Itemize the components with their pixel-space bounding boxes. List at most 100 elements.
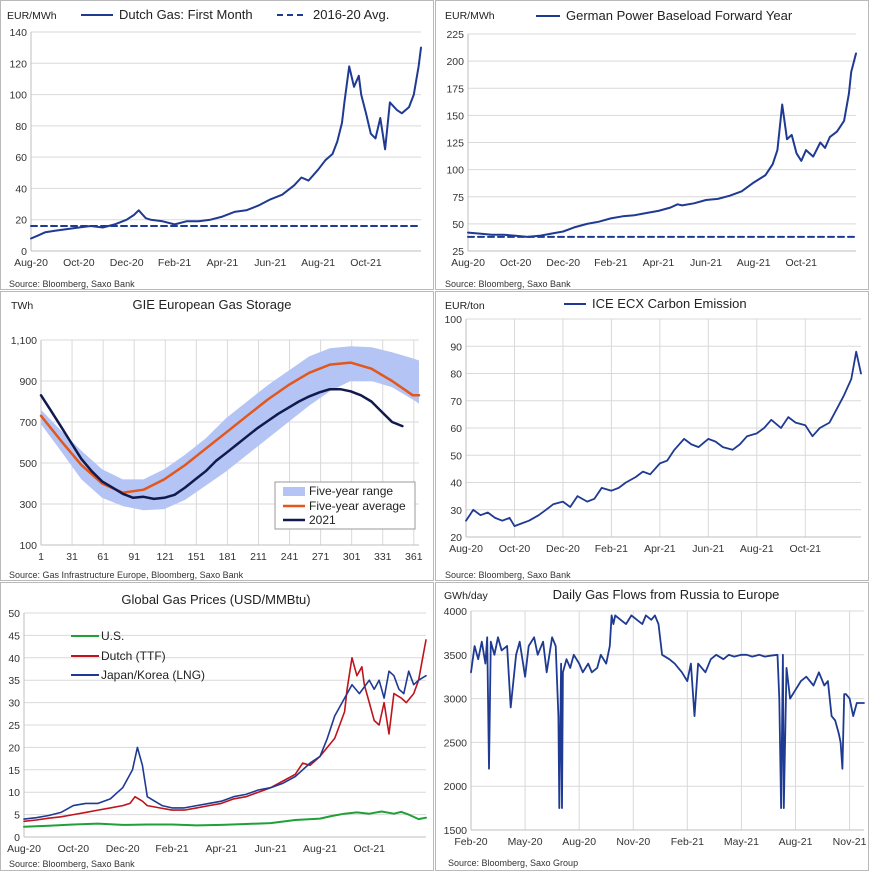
x-tick-label: Nov-21 [833,836,867,848]
y-tick-label: 30 [450,505,462,517]
y-tick-label: 10 [8,787,20,799]
series-line [470,614,865,809]
y-tick-label: 100 [19,540,37,552]
series-line [39,361,421,494]
series-line [30,46,422,240]
y-tick-label: 0 [21,246,27,258]
legend-label-avg: 2016-20 Avg. [313,7,389,22]
series-line [23,670,427,820]
y-tick-label: 100 [9,90,27,102]
y-tick-label: 80 [15,121,27,133]
y-tick-label: 90 [450,341,462,353]
x-tick-label: Aug-21 [779,836,813,848]
x-tick-label: Feb-21 [158,257,191,269]
y-tick-label: 20 [8,742,20,754]
y-tick-label: 3500 [444,650,468,662]
x-tick-label: 211 [250,551,267,563]
y-tick-label: 20 [450,532,462,544]
y-tick-label: 300 [19,499,37,511]
x-tick-label: 91 [128,551,140,563]
chart-carbon: 20 30 40 50 60 70 80 90 100 Aug-20 Oct-20 Dec-20 Feb… [444,296,862,580]
y-unit-label: TWh [11,300,33,312]
x-tick-label: May-20 [508,836,543,848]
legend-label-carbon: ICE ECX Carbon Emission [592,296,747,311]
source-note: Source: Gas Infrastructure Europe, Bloom… [9,570,244,580]
x-tick-label: May-21 [724,836,759,848]
y-tick-label: 30 [8,698,20,710]
y-unit-label: EUR/MWh [7,10,57,22]
x-tick-label: 271 [312,551,330,563]
y-tick-label: 50 [8,608,20,620]
y-tick-label: 100 [444,314,462,326]
y-tick-label: 125 [446,138,464,150]
chart-russia-flows: 1500 2000 2500 3000 3500 4000 Feb-20 May-20 Aug-… [444,587,867,868]
panel-carbon: 20 30 40 50 60 70 80 90 100 Aug-20 Oct-20 Dec-20 Feb… [435,291,869,581]
panel-dutch-gas: 0 20 40 60 80 100 120 140 Aug-20 Oct-20 Dec-20 Feb-… [0,0,434,290]
series-line [23,810,427,828]
y-tick-label: 25 [452,246,464,258]
y-tick-label: 2000 [444,781,468,793]
x-tick-label: Jun-21 [690,257,722,269]
y-tick-label: 2500 [444,737,468,749]
x-tick-label: Apr-21 [206,843,238,855]
x-tick-label: Aug-21 [740,543,774,555]
legend-label-dutch-gas: Dutch Gas: First Month [119,7,253,22]
y-tick-label: 200 [446,56,464,68]
x-tick-label: Oct-20 [500,257,532,269]
y-unit-label: GWh/day [444,590,489,602]
x-tick-label: Aug-20 [562,836,596,848]
x-tick-label: Aug-20 [451,257,485,269]
legend-label-german-power: German Power Baseload Forward Year [566,8,793,23]
y-tick-label: 1500 [444,825,468,837]
chart-title: Global Gas Prices (USD/MMBtu) [121,592,310,607]
series-line [23,639,427,823]
x-tick-label: Feb-21 [155,843,188,855]
y-tick-label: 150 [446,110,464,122]
panel-gie-storage: 100 300 500 700 900 1,100 1 31 61 91 121 151 181 211 2… [0,291,434,581]
panel-russia-flows: 1500 2000 2500 3000 3500 4000 Feb-20 May-20 Aug-… [435,582,869,871]
source-note: Source: Bloomberg, Saxo Group [448,858,578,868]
chart-dutch-gas: 0 20 40 60 80 100 120 140 Aug-20 Oct-20 Dec-20 Feb-… [7,7,422,289]
y-tick-label: 60 [15,152,27,164]
chart-german-power: 25 50 75 100 125 150 175 200 225 Aug-20 Oct-20 Dec-… [445,8,857,289]
x-tick-label: Oct-21 [350,257,382,269]
y-tick-label: 80 [450,369,462,381]
x-tick-label: Aug-21 [737,257,771,269]
x-tick-label: 151 [188,551,206,563]
x-tick-label: Apr-21 [643,257,675,269]
x-tick-label: Dec-20 [546,543,580,555]
y-tick-label: 50 [452,219,464,231]
x-tick-label: 301 [343,551,361,563]
x-tick-label: Feb-20 [454,836,487,848]
y-tick-label: 1,100 [11,335,37,347]
legend-label-range: Five-year range [309,484,393,498]
x-tick-label: 1 [38,551,44,563]
source-note: Source: Bloomberg, Saxo Bank [445,570,571,580]
y-tick-label: 175 [446,83,464,95]
x-tick-label: 181 [219,551,237,563]
y-tick-label: 45 [8,630,20,642]
x-tick-label: 241 [281,551,299,563]
chart-title: GIE European Gas Storage [133,297,292,312]
y-tick-label: 70 [450,396,462,408]
y-unit-label: EUR/MWh [445,10,495,22]
x-tick-label: Nov-20 [616,836,650,848]
legend-label-lng: Japan/Korea (LNG) [101,668,205,682]
x-tick-label: Aug-21 [303,843,337,855]
plot-area: 20 30 40 50 60 70 80 90 100 Aug-20 Oct-20 Dec-20 Feb… [444,314,862,555]
source-note: Source: Bloomberg, Saxo Bank [445,279,571,289]
x-tick-label: Feb-21 [671,836,704,848]
y-tick-label: 225 [446,29,464,41]
source-note: Source: Bloomberg, Saxo Bank [9,859,135,869]
x-tick-label: Aug-21 [301,257,335,269]
chart-gie-storage: 100 300 500 700 900 1,100 1 31 61 91 121 151 181 211 2… [9,297,423,580]
x-tick-label: Oct-21 [354,843,386,855]
y-tick-label: 3000 [444,694,468,706]
x-tick-label: Aug-20 [449,543,483,555]
series-line [465,350,862,527]
x-tick-label: Feb-21 [595,543,628,555]
chart-global-gas: 0 5 10 15 20 25 30 35 40 45 50 Aug-20 Oct-20 Dec-20 Fe… [7,592,427,869]
plot-area: 0 5 10 15 20 25 30 35 40 45 50 Aug-20 Oct-20 Dec-20 Fe… [7,608,427,855]
legend-swatch-band [283,487,305,496]
y-tick-label: 5 [14,810,20,822]
